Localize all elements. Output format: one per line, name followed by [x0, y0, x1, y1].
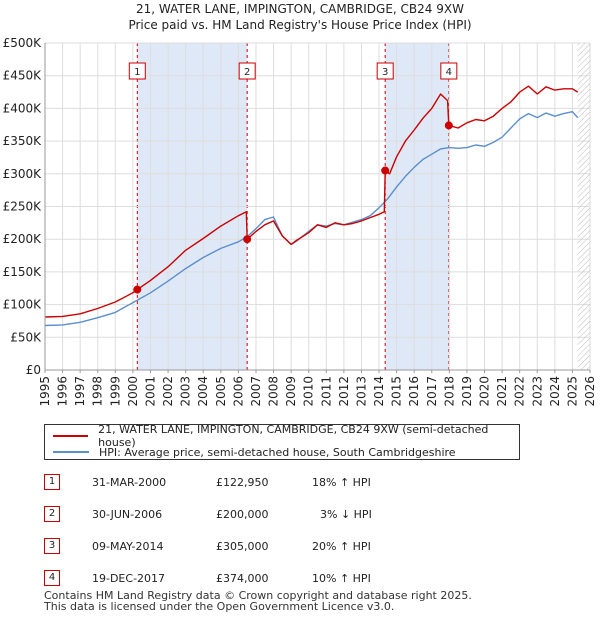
sale-point — [133, 285, 142, 294]
legend-item-hpi: HPI: Average price, semi-detached house,… — [53, 445, 456, 459]
legend-item-property: 21, WATER LANE, IMPINGTON, CAMBRIDGE, CB… — [53, 423, 519, 449]
x-tick-label: 1999 — [108, 376, 122, 407]
sale-label-box — [440, 62, 458, 80]
y-tick-label: £100K — [3, 298, 43, 312]
sale-label: 3 — [382, 67, 388, 78]
legend-label-property: 21, WATER LANE, IMPINGTON, CAMBRIDGE, CB… — [98, 423, 489, 449]
y-tick-label: £150K — [3, 265, 43, 279]
sale-hpi-delta: 3% ↓ HPI — [320, 508, 372, 521]
sale-number-badge: 2 — [44, 506, 60, 522]
x-tick-label: 2026 — [583, 376, 597, 407]
chart-title: 21, WATER LANE, IMPINGTON, CAMBRIDGE, CB… — [136, 2, 464, 16]
x-tick-label: 2013 — [354, 376, 368, 407]
sale-price: £200,000 — [216, 508, 269, 521]
x-tick-label: 2008 — [267, 376, 281, 407]
legend-label-hpi: HPI: Average price, semi-detached house,… — [99, 445, 456, 459]
sale-label-box — [376, 62, 394, 80]
sale-point — [444, 121, 453, 130]
table-row: 3 09-MAY-2014 £305,000 20% ↑ HPI — [44, 536, 564, 556]
x-tick-label: 2004 — [196, 376, 210, 407]
sale-label-box — [238, 62, 256, 80]
sale-point — [243, 235, 252, 244]
x-tick-label: 2019 — [460, 376, 474, 407]
x-tick-label: 2011 — [319, 376, 333, 407]
sale-hpi-delta: 20% ↑ HPI — [312, 540, 371, 553]
sale-date: 09-MAY-2014 — [92, 540, 164, 553]
sale-label-box — [128, 62, 146, 80]
sale-date: 19-DEC-2017 — [92, 572, 166, 585]
footer-licence: This data is licensed under the Open Gov… — [44, 600, 395, 613]
gridlines — [44, 42, 591, 371]
sale-price: £305,000 — [216, 540, 269, 553]
axes: £0 £50K £100K £150K £200K £250K £300K £350K £400… — [3, 36, 597, 407]
price-chart: 1 2 3 4 £0 £50K £100K £150K £200K £250K £300K £350… — [3, 36, 597, 407]
property-price-line — [44, 85, 579, 318]
x-tick-label: 2021 — [495, 376, 509, 407]
sale-number-badge: 3 — [44, 538, 60, 554]
x-tick-label: 2005 — [214, 376, 228, 407]
sale-price: £374,000 — [216, 572, 269, 585]
x-tick-label: 2024 — [548, 376, 562, 407]
y-tick-label: £300K — [3, 167, 43, 181]
x-tick-label: 2016 — [407, 376, 421, 407]
x-tick-label: 2023 — [530, 376, 544, 407]
y-tick-label: £250K — [3, 200, 43, 214]
x-tick-label: 2017 — [425, 376, 439, 407]
y-tick-label: £200K — [3, 232, 43, 246]
sale-hpi-delta: 18% ↑ HPI — [312, 476, 371, 489]
sale-number-badge: 1 — [44, 474, 60, 490]
table-row: 4 19-DEC-2017 £374,000 10% ↑ HPI — [44, 568, 564, 588]
future-hatch-area — [577, 43, 590, 370]
x-tick-label: 2012 — [337, 376, 351, 407]
chart-subtitle: Price paid vs. HM Land Registry's House … — [128, 18, 472, 32]
sale-number-badge: 4 — [44, 570, 60, 586]
x-tick-label: 2003 — [179, 376, 193, 407]
x-tick-label: 2022 — [513, 376, 527, 407]
future-hatch — [577, 43, 590, 370]
x-tick-label: 2014 — [372, 376, 386, 407]
sale-point — [381, 166, 390, 175]
x-tick-label: 2000 — [126, 376, 140, 407]
sale-date: 30-JUN-2006 — [92, 508, 163, 521]
x-tick-label: 2020 — [478, 376, 492, 407]
x-tick-label: 2010 — [302, 376, 316, 407]
sale-hpi-delta: 10% ↑ HPI — [312, 572, 371, 585]
footer-copyright: Contains HM Land Registry data © Crown c… — [44, 589, 472, 602]
x-tick-label: 2007 — [249, 376, 263, 407]
sale-label: 4 — [446, 67, 452, 78]
x-tick-label: 2018 — [442, 376, 456, 407]
legend-line-property — [53, 435, 89, 437]
y-tick-label: £350K — [3, 134, 43, 148]
x-tick-label: 1996 — [56, 376, 70, 407]
x-tick-label: 1998 — [91, 376, 105, 407]
sale-label: 2 — [244, 67, 250, 78]
sale-markers: 1 2 3 4 — [128, 62, 458, 294]
y-tick-label: £450K — [3, 69, 43, 83]
x-tick-label: 2009 — [284, 376, 298, 407]
x-tick-label: 2025 — [565, 376, 579, 407]
y-tick-label: £500K — [3, 36, 43, 50]
x-tick-label: 2006 — [231, 376, 245, 407]
sale-price: £122,950 — [216, 476, 269, 489]
y-tick-label: £50K — [10, 330, 42, 344]
y-tick-label: £0 — [26, 363, 41, 377]
footer: Contains HM Land Registry data © Crown c… — [44, 590, 472, 612]
table-row: 1 31-MAR-2000 £122,950 18% ↑ HPI — [44, 472, 564, 492]
series-lines — [44, 85, 579, 327]
hpi-line — [44, 110, 579, 327]
sale-label: 1 — [134, 67, 140, 78]
table-row: 2 30-JUN-2006 £200,000 3% ↓ HPI — [44, 504, 564, 524]
sale-date: 31-MAR-2000 — [92, 476, 167, 489]
legend-line-hpi — [53, 451, 89, 453]
x-tick-label: 1995 — [38, 376, 52, 407]
x-tick-label: 2001 — [143, 376, 157, 407]
x-tick-label: 1997 — [73, 376, 87, 407]
x-tick-label: 2002 — [161, 376, 175, 407]
x-tick-label: 2015 — [390, 376, 404, 407]
legend: 21, WATER LANE, IMPINGTON, CAMBRIDGE, CB… — [44, 423, 520, 460]
y-tick-label: £400K — [3, 101, 43, 115]
